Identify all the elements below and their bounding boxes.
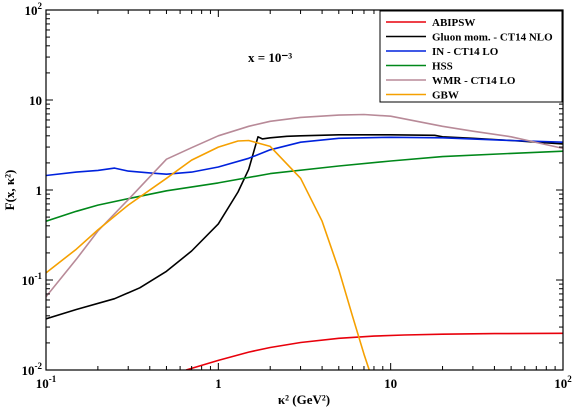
y-tick-label: 10-2 (22, 361, 43, 378)
legend-label-3: IN - CT14 LO (432, 46, 499, 58)
series-line-5 (46, 113, 563, 298)
y-axis-title: F(x, κ²) (2, 170, 17, 211)
legend-label-6: GBW (432, 90, 459, 102)
series-line-3 (46, 136, 563, 177)
x-axis-title: κ² (GeV²) (278, 392, 330, 407)
series-line-6 (46, 139, 371, 370)
series-line-4 (46, 150, 563, 222)
y-tick-label: 10 (29, 93, 42, 108)
x-tick-label: 10 (384, 376, 397, 391)
legend-label-2: Gluon mom. - CT14 NLO (432, 32, 553, 44)
legend-label-5: WMR - CT14 LO (432, 75, 516, 87)
series-line-1 (185, 332, 563, 370)
y-tick-label: 10-1 (22, 271, 43, 288)
series-layer (46, 113, 563, 370)
x-tick-label: 1 (215, 376, 222, 391)
y-tick-label: 102 (25, 1, 43, 18)
x-value-annotation: x = 10⁻³ (248, 50, 292, 65)
x-tick-label: 102 (554, 374, 572, 391)
series-line-2 (46, 134, 563, 320)
legend-label-4: HSS (432, 61, 453, 73)
legend: ABIPSW Gluon mom. - CT14 NLO IN - CT14 LO H… (379, 10, 563, 103)
y-tick-label: 1 (36, 183, 43, 198)
legend-box (379, 10, 563, 103)
legend-label-1: ABIPSW (432, 17, 475, 29)
x-tick-label: 10-1 (36, 374, 57, 391)
